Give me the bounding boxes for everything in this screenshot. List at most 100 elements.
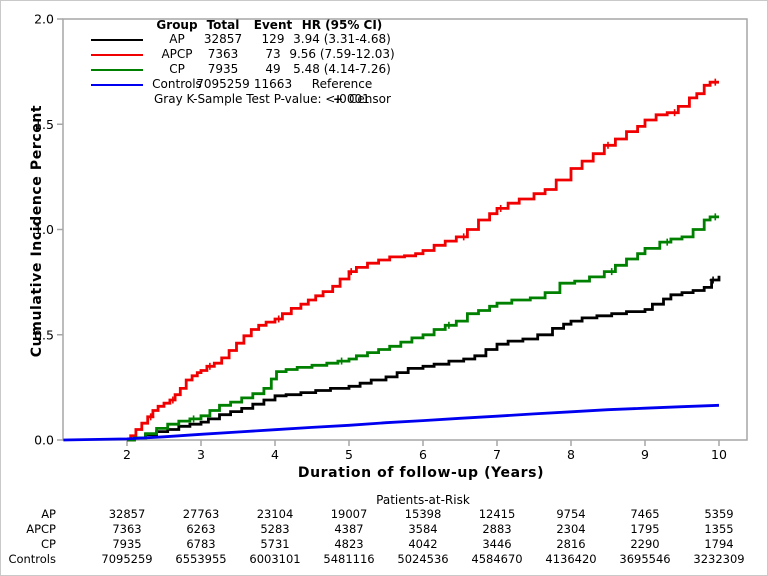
at-risk-row-controls: Controls 7095259 6553955 6003101 5481116 502…: [1, 552, 767, 566]
legend-row-ap: AP 32857 129 3.94 (3.31-4.68): [91, 33, 421, 46]
at-risk-row-label: Controls: [8, 552, 56, 566]
at-risk-value: 1794: [704, 537, 734, 551]
y-tick-label: 0.5: [34, 327, 54, 342]
at-risk-row-label: AP: [41, 507, 56, 521]
legend-header-event: Event: [253, 18, 293, 32]
series-line-ap: [127, 275, 721, 442]
at-risk-value: 15398: [404, 507, 442, 521]
legend-row-apcp: APCP 7363 73 9.56 (7.59-12.03): [91, 48, 421, 61]
at-risk-value: 2816: [556, 537, 586, 551]
legend-group-label: Controls: [152, 77, 202, 91]
at-risk-row-label: CP: [41, 537, 56, 551]
at-risk-value: 1355: [704, 522, 734, 536]
legend-header-row: Group Total Event HR (95% CI): [91, 19, 421, 32]
legend-total-value: 7095259: [196, 77, 250, 91]
x-tick-label: 5: [345, 447, 353, 462]
at-risk-value: 3446: [482, 537, 512, 551]
at-risk-value: 1795: [630, 522, 660, 536]
legend-event-value: 11663: [253, 77, 293, 91]
at-risk-value: 7935: [112, 537, 142, 551]
x-tick-label: 10: [711, 447, 727, 462]
x-tick-label: 3: [197, 447, 205, 462]
series-line-controls: [63, 403, 720, 442]
x-tick-label: 2: [123, 447, 131, 462]
at-risk-value: 7465: [630, 507, 660, 521]
legend-line-sample-controls: [91, 84, 143, 86]
x-axis-title: Duration of follow-up (Years): [297, 465, 545, 481]
legend-total-value: 7935: [207, 62, 239, 76]
at-risk-value: 9754: [556, 507, 586, 521]
legend-row-controls: Controls 7095259 11663 Reference: [91, 78, 421, 91]
censor-plus-icon: +: [333, 92, 344, 106]
y-tick-label: 0.0: [34, 433, 54, 448]
legend-header-total: Total: [206, 18, 240, 32]
legend-event-value: 73: [265, 47, 281, 61]
at-risk-value: 5283: [260, 522, 290, 536]
x-tick-label: 9: [641, 447, 649, 462]
y-tick-label: 2.0: [34, 12, 54, 27]
at-risk-value: 2290: [630, 537, 660, 551]
at-risk-value: 5359: [704, 507, 734, 521]
legend-group-label: AP: [169, 32, 185, 46]
x-tick-label: 6: [419, 447, 427, 462]
y-axis-title: Cumulative Incidence Percent: [29, 104, 45, 358]
at-risk-value: 7363: [112, 522, 142, 536]
series-line-apcp: [127, 80, 719, 442]
series-line-cp: [127, 215, 719, 442]
at-risk-value: 6263: [186, 522, 216, 536]
at-risk-value: 32857: [108, 507, 146, 521]
legend-hr-value: 5.48 (4.14-7.26): [293, 62, 391, 76]
at-risk-value: 2883: [482, 522, 512, 536]
legend-hr-value: Reference: [311, 77, 373, 91]
at-risk-value: 27763: [182, 507, 220, 521]
legend-header-group: Group: [156, 18, 198, 32]
legend-group-label: APCP: [161, 47, 193, 61]
x-tick-label: 7: [493, 447, 501, 462]
at-risk-row-apcp: APCP 7363 6263 5283 4387 3584 2883 2304 1795 135…: [1, 522, 767, 536]
at-risk-value: 4136420: [545, 552, 597, 566]
x-tick-label: 8: [567, 447, 575, 462]
at-risk-row-ap: AP 32857 27763 23104 19007 15398 12415 9754 746…: [1, 507, 767, 521]
at-risk-value: 12415: [478, 507, 516, 521]
legend-line-sample-apcp: [91, 54, 143, 56]
legend-hr-value: 3.94 (3.31-4.68): [293, 32, 391, 46]
at-risk-value: 3232309: [693, 552, 745, 566]
legend-total-value: 7363: [207, 47, 239, 61]
legend-total-value: 32857: [203, 32, 243, 46]
at-risk-value: 4584670: [471, 552, 523, 566]
at-risk-value: 6003101: [249, 552, 301, 566]
censor-label: Censor: [349, 92, 391, 106]
at-risk-row-label: APCP: [26, 522, 56, 536]
x-tick-label: 4: [271, 447, 279, 462]
gray-test-pvalue: Gray K-Sample Test P-value: <.0001: [154, 92, 370, 106]
legend-row-cp: CP 7935 49 5.48 (4.14-7.26): [91, 63, 421, 76]
legend-footnote-row: Gray K-Sample Test P-value: <.0001 + Cen…: [91, 92, 421, 106]
at-risk-value: 5024536: [397, 552, 449, 566]
at-risk-value: 5481116: [323, 552, 375, 566]
at-risk-value: 19007: [330, 507, 368, 521]
legend-line-sample-ap: [91, 39, 143, 41]
legend-group-label: CP: [169, 62, 185, 76]
at-risk-value: 4823: [334, 537, 364, 551]
at-risk-value: 3584: [408, 522, 438, 536]
legend-hr-value: 9.56 (7.59-12.03): [289, 47, 395, 61]
at-risk-value: 5731: [260, 537, 290, 551]
y-tick-label: 1.0: [34, 222, 54, 237]
legend-header-hr: HR (95% CI): [301, 18, 383, 32]
at-risk-value: 6553955: [175, 552, 227, 566]
legend-line-sample-cp: [91, 69, 143, 71]
at-risk-row-cp: CP 7935 6783 5731 4823 4042 3446 2816 2290 1794: [1, 537, 767, 551]
at-risk-value: 3695546: [619, 552, 671, 566]
at-risk-value: 23104: [256, 507, 294, 521]
y-tick-label: 1.5: [34, 117, 54, 132]
legend: Group Total Event HR (95% CI) AP 32857 1…: [91, 19, 421, 114]
at-risk-value: 4387: [334, 522, 364, 536]
at-risk-value: 2304: [556, 522, 586, 536]
patients-at-risk-title: Patients-at-Risk: [376, 493, 470, 507]
at-risk-value: 4042: [408, 537, 438, 551]
at-risk-value: 7095259: [101, 552, 153, 566]
at-risk-value: 6783: [186, 537, 216, 551]
legend-event-value: 49: [265, 62, 281, 76]
